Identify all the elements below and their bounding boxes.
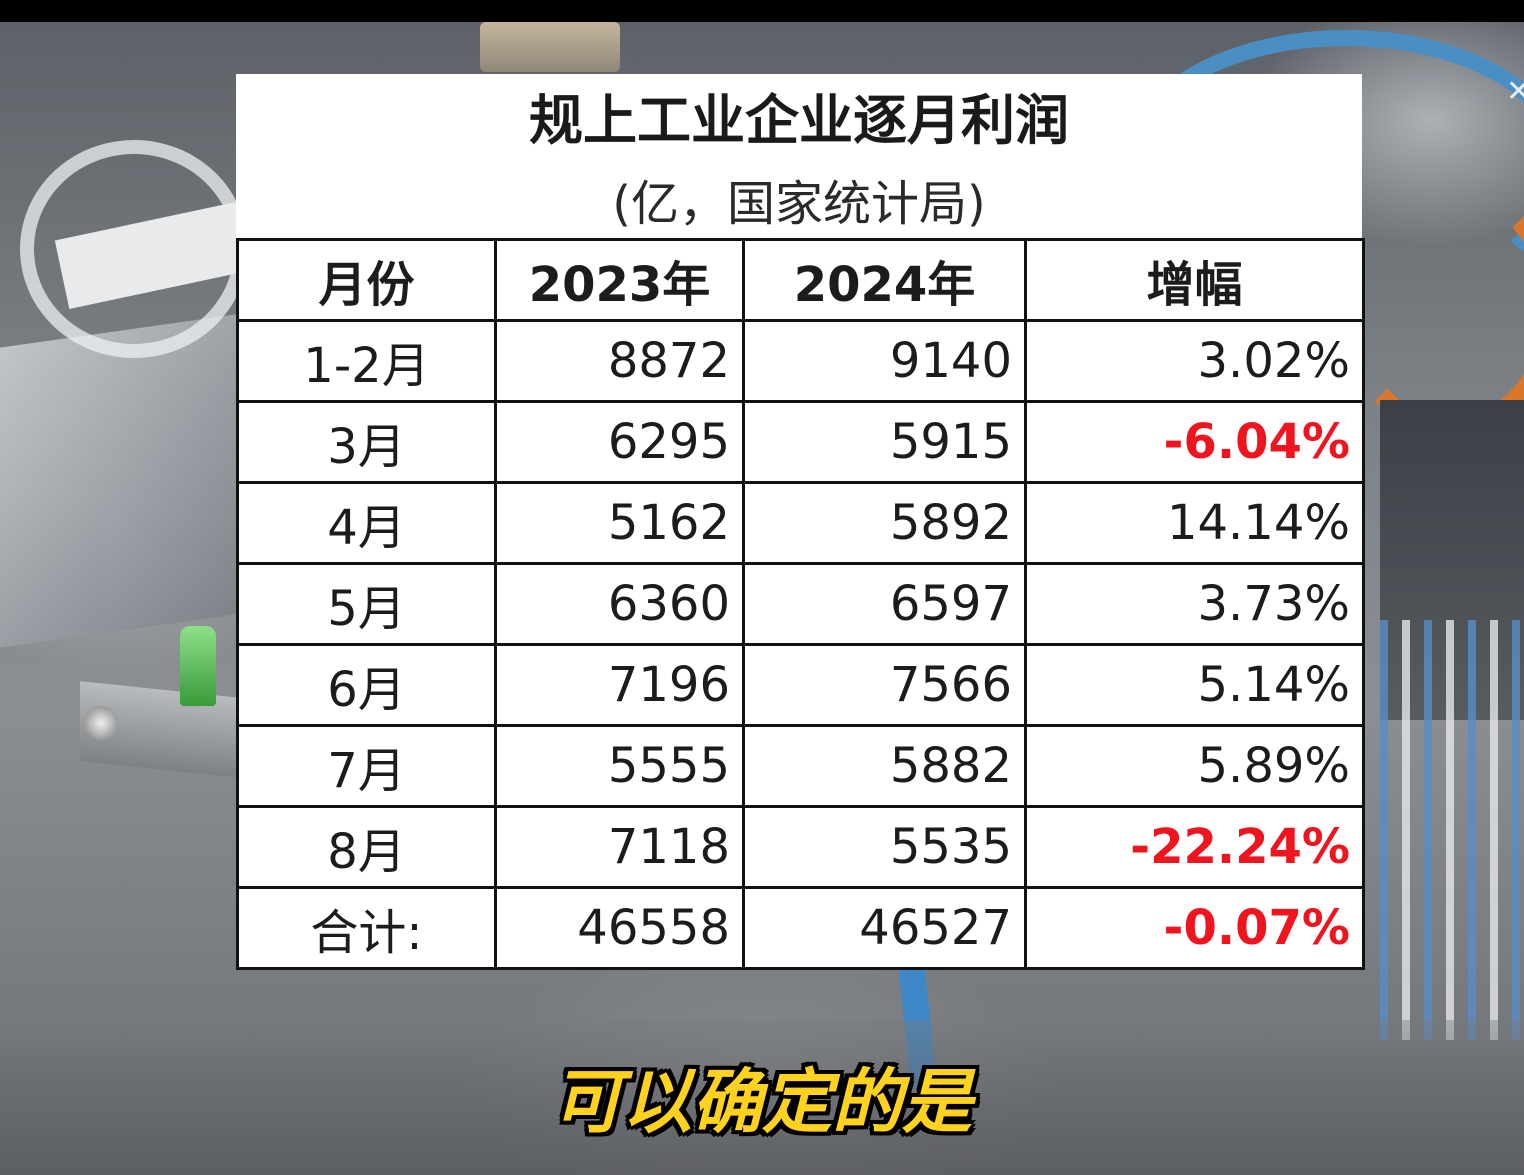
table-row: 5月 6360 6597 3.73% (236, 562, 1365, 646)
table-row: 3月 6295 5915 -6.04% (236, 400, 1365, 484)
cell-month: 5月 (236, 562, 497, 646)
profit-table-card: 规上工业企业逐月利润 (亿，国家统计局) 月份 2023年 2024年 增幅 1… (236, 74, 1365, 970)
cell-2023: 5162 (494, 481, 745, 565)
cell-month: 8月 (236, 805, 497, 889)
cell-2023: 8872 (494, 319, 745, 403)
cell-growth: 3.02% (1024, 319, 1365, 403)
background-top-mechanism (480, 22, 620, 72)
cell-month: 7月 (236, 724, 497, 808)
cell-total-growth: -0.07% (1024, 886, 1365, 970)
cell-2024: 7566 (742, 643, 1027, 727)
table-row: 7月 5555 5882 5.89% (236, 724, 1365, 808)
cell-growth: 3.73% (1024, 562, 1365, 646)
cell-growth: 5.14% (1024, 643, 1365, 727)
table-row: 1-2月 8872 9140 3.02% (236, 319, 1365, 403)
table-header-row: 月份 2023年 2024年 增幅 (236, 238, 1365, 322)
table-subtitle: (亿，国家统计局) (612, 176, 986, 232)
table-total-row: 合计: 46558 46527 -0.07% (236, 886, 1365, 970)
cell-2024: 6597 (742, 562, 1027, 646)
background-wires (1380, 620, 1524, 1040)
cell-growth: -6.04% (1024, 400, 1365, 484)
table-row: 4月 5162 5892 14.14% (236, 481, 1365, 565)
cell-month: 3月 (236, 400, 497, 484)
cell-2023: 7118 (494, 805, 745, 889)
column-header-2024: 2024年 (742, 238, 1027, 322)
close-icon[interactable]: ✕ (1506, 74, 1524, 109)
top-black-bar (0, 0, 1524, 22)
table-row: 6月 7196 7566 5.14% (236, 643, 1365, 727)
cell-2024: 9140 (742, 319, 1027, 403)
cell-2024: 5882 (742, 724, 1027, 808)
table-title: 规上工业企业逐月利润 (529, 89, 1069, 152)
background-metal-plate (0, 312, 250, 648)
cell-2023: 6360 (494, 562, 745, 646)
cell-2023: 5555 (494, 724, 745, 808)
background-bolt (84, 706, 118, 740)
cell-growth: 5.89% (1024, 724, 1365, 808)
cell-2023: 6295 (494, 400, 745, 484)
cell-2024: 5915 (742, 400, 1027, 484)
cell-2024: 5892 (742, 481, 1027, 565)
video-caption: 可以确定的是 (552, 1061, 972, 1143)
background-green-cap (180, 626, 216, 706)
cell-total-2024: 46527 (742, 886, 1027, 970)
cell-growth: 14.14% (1024, 481, 1365, 565)
cell-growth: -22.24% (1024, 805, 1365, 889)
cell-total-label: 合计: (236, 886, 497, 970)
cell-month: 4月 (236, 481, 497, 565)
column-header-growth: 增幅 (1024, 238, 1365, 322)
cell-2023: 7196 (494, 643, 745, 727)
cell-2024: 5535 (742, 805, 1027, 889)
table-row: 8月 7118 5535 -22.24% (236, 805, 1365, 889)
column-header-month: 月份 (236, 238, 497, 322)
cell-month: 1-2月 (236, 319, 497, 403)
background-bottom-rail (0, 1020, 1524, 1175)
column-header-2023: 2023年 (494, 238, 745, 322)
profit-table: 月份 2023年 2024年 增幅 1-2月 8872 9140 3.02% 3… (236, 238, 1365, 970)
cell-month: 6月 (236, 643, 497, 727)
cell-total-2023: 46558 (494, 886, 745, 970)
